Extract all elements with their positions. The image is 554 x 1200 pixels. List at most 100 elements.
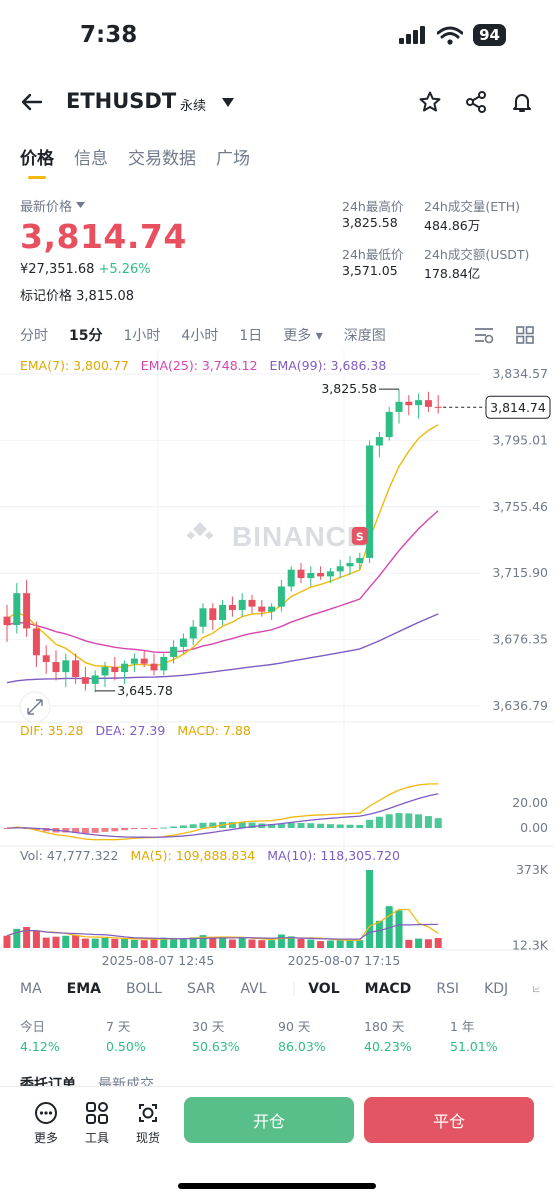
last-price-label: 3,814.74 [490, 400, 546, 415]
volume-bar [81, 938, 89, 948]
interval-line[interactable]: 分时 [20, 328, 48, 344]
signal-icon [399, 26, 426, 44]
symbol-title[interactable]: ETHUSDT [66, 89, 177, 113]
volume-bar [42, 937, 50, 948]
macd-histogram-bar [366, 819, 374, 828]
divider: | [291, 981, 297, 997]
star-icon[interactable] [418, 90, 442, 114]
candle-body [356, 557, 364, 563]
macd-histogram-bar [170, 826, 178, 828]
interval-15m[interactable]: 15分 [69, 328, 103, 344]
candle-body [248, 599, 256, 607]
tools-button[interactable]: 工具 [77, 1101, 117, 1146]
candle-body [199, 608, 207, 627]
kline-chart[interactable]: BINANCE 3,834.57 3,795.01 3,755.46 3,715.90… [0, 350, 554, 970]
dea-value: DEA: 27.39 [95, 723, 166, 738]
tab-trading-data[interactable]: 交易数据 [128, 149, 196, 169]
macd-axis-tick: 20.00 [512, 795, 548, 810]
close-position-button[interactable]: 平仓 [364, 1097, 534, 1143]
chart-trend-icon[interactable] [533, 979, 540, 999]
perf-value: 51.01% [450, 1039, 498, 1054]
volume-bar [52, 936, 60, 948]
price-block: 最新价格 3,814.74 ¥27,351.68 +5.26% 标记价格 3,81… [20, 196, 187, 304]
stat-label: 24h最低价 [342, 247, 404, 262]
volume-bar [375, 920, 383, 948]
main-tabs: 价格 信息 交易数据 广场 [20, 144, 250, 179]
latest-price-selector[interactable]: 最新价格 [20, 196, 187, 215]
more-dots-icon [35, 1102, 57, 1124]
macd-histogram-bar [72, 828, 80, 834]
spot-button[interactable]: 现货 [128, 1101, 168, 1146]
tab-square[interactable]: 广场 [216, 149, 250, 169]
candle-body [238, 599, 246, 610]
layout-grid-icon[interactable] [516, 326, 534, 344]
ind-avl[interactable]: AVL [240, 981, 267, 997]
volume-bar [326, 940, 334, 948]
macd-histogram-bar [189, 824, 197, 828]
ema99-line [6, 613, 439, 684]
volume-bar [238, 937, 246, 948]
back-arrow-icon[interactable] [20, 90, 44, 114]
perf-label: 180 天 [364, 1019, 405, 1034]
candle-body [415, 400, 423, 406]
tab-price[interactable]: 价格 [20, 144, 54, 179]
ind-ema[interactable]: EMA [66, 981, 101, 997]
candle-body [91, 675, 99, 684]
stat-label: 24h最高价 [342, 199, 404, 214]
candle-body [434, 406, 442, 408]
mark-price-label: 标记价格 [20, 289, 73, 304]
ind-rsi[interactable]: RSI [436, 981, 460, 997]
ind-kdj[interactable]: KDJ [484, 981, 509, 997]
volume-bar [307, 939, 315, 948]
candle-body [258, 606, 266, 612]
depth-chart-tab[interactable]: 深度图 [343, 328, 386, 344]
candle-body [23, 593, 31, 629]
macd-histogram-bar [405, 813, 413, 828]
ema-legend: EMA(7): 3,800.77 EMA(25): 3,748.12 EMA(9… [20, 358, 386, 373]
candle-body [317, 573, 325, 577]
home-indicator [178, 1183, 376, 1189]
interval-4h[interactable]: 4小时 [181, 328, 219, 344]
volume-bar [336, 939, 344, 948]
interval-more[interactable]: 更多 ▾ [283, 325, 322, 345]
stat-label: 24h成交量(ETH) [424, 199, 521, 214]
ind-boll[interactable]: BOLL [126, 981, 162, 997]
tab-info[interactable]: 信息 [74, 149, 108, 169]
perf-180d: 180 天 40.23% [364, 1016, 450, 1054]
stat-value: 3,825.58 [342, 215, 398, 230]
candle-body [326, 571, 334, 577]
macd-histogram-bar [209, 822, 217, 828]
candle-body [52, 662, 60, 673]
macd-histogram-bar [101, 828, 109, 832]
price-axis: 3,834.57 3,795.01 3,755.46 3,715.90 3,676.35… [492, 366, 548, 713]
ind-sar[interactable]: SAR [186, 981, 216, 997]
stat-label: 24h成交额(USDT) [424, 247, 530, 262]
more-button[interactable]: 更多 [26, 1101, 66, 1146]
bell-icon[interactable] [510, 90, 534, 114]
perf-value: 0.50% [106, 1039, 146, 1054]
bottom-action-bar: 更多 工具 现货 开仓 平仓 [0, 1086, 554, 1200]
ind-macd[interactable]: MACD [364, 981, 412, 997]
caret-down-icon[interactable] [222, 98, 234, 108]
candle-body [111, 667, 119, 673]
open-position-button[interactable]: 开仓 [184, 1097, 354, 1143]
header-actions [418, 90, 534, 114]
ind-ma[interactable]: MA [20, 981, 42, 997]
tools-label: 工具 [84, 1131, 109, 1145]
candle-body [150, 663, 158, 671]
candle-body [268, 606, 276, 612]
interval-1h[interactable]: 1小时 [123, 328, 161, 344]
candle-body [405, 401, 413, 406]
share-icon[interactable] [464, 90, 488, 114]
interval-1d[interactable]: 1日 [239, 328, 263, 344]
volume-bar [346, 940, 354, 948]
volume-bar [140, 940, 148, 948]
volume-bar [258, 940, 266, 948]
time-axis-tick: 2025-08-07 12:45 [102, 953, 215, 968]
volume-bar [434, 938, 442, 948]
caret-down-icon [76, 202, 86, 208]
indicator-settings-icon[interactable] [474, 326, 494, 344]
price-axis-tick: 3,676.35 [492, 632, 548, 647]
ind-vol[interactable]: VOL [308, 981, 340, 997]
perf-label: 30 天 [192, 1019, 225, 1034]
